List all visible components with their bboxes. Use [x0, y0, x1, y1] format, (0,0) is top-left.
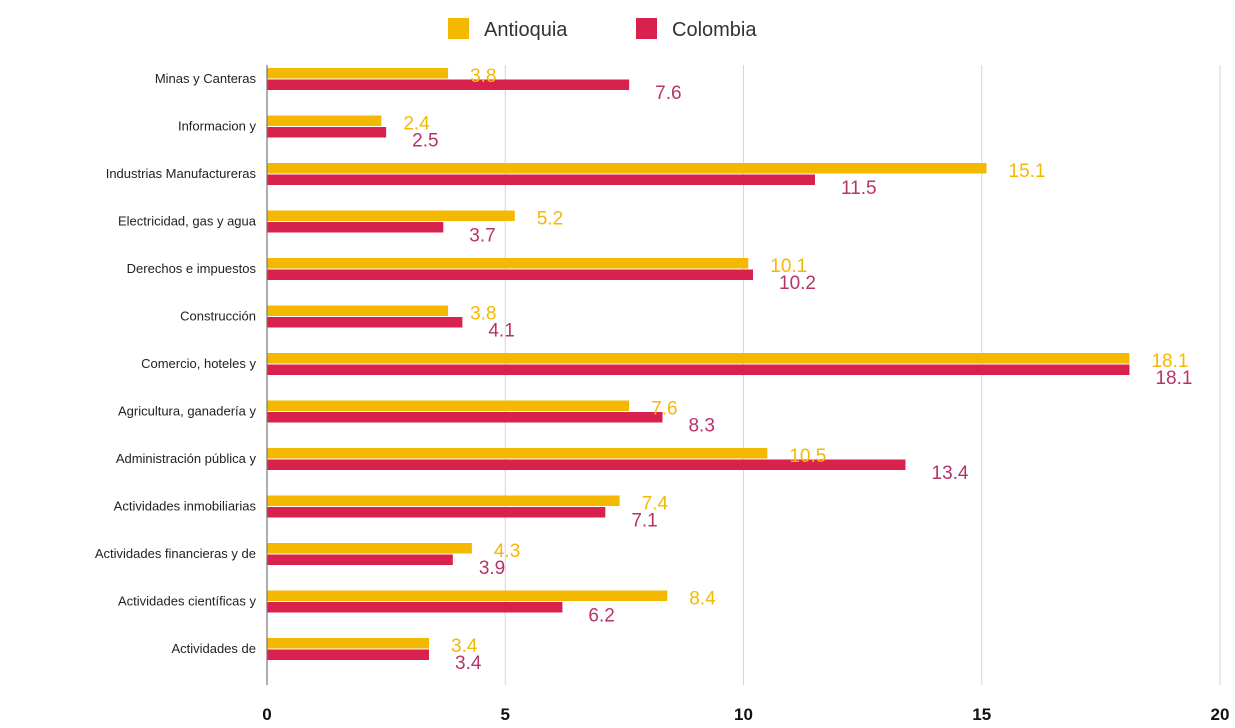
data-label-colombia-3: 3.7 [469, 226, 495, 247]
data-label-antioquia-11: 8.4 [689, 589, 716, 610]
data-label-antioquia-9: 7.4 [642, 494, 669, 515]
data-label-antioquia-4: 10.1 [770, 256, 807, 277]
data-labels: 3.87.62.42.515.111.55.23.710.110.23.84.1… [403, 66, 1192, 674]
bar-antioquia-5 [267, 305, 449, 316]
tick-label-0: 0 [262, 705, 271, 724]
bar-colombia-7 [267, 412, 663, 423]
category-label: Actividades inmobiliarias [114, 499, 257, 514]
data-label-antioquia-10: 4.3 [494, 541, 520, 562]
data-label-colombia-5: 4.1 [488, 321, 514, 342]
category-label: Agricultura, ganadería y [118, 404, 257, 419]
category-label: Administración pública y [116, 451, 257, 466]
tick-label-20: 20 [1211, 705, 1230, 724]
bar-colombia-0 [267, 79, 630, 90]
bar-colombia-11 [267, 602, 563, 613]
bar-antioquia-12 [267, 638, 430, 649]
tick-label-15: 15 [972, 705, 991, 724]
data-label-colombia-6: 18.1 [1155, 368, 1192, 389]
data-label-colombia-12: 3.4 [455, 653, 482, 674]
bar-antioquia-4 [267, 258, 749, 269]
legend: Antioquia Colombia [448, 18, 757, 41]
bar-antioquia-11 [267, 590, 668, 601]
category-label: Actividades de [171, 641, 256, 656]
data-label-antioquia-2: 15.1 [1009, 161, 1046, 182]
bar-colombia-8 [267, 459, 906, 470]
data-label-colombia-9: 7.1 [631, 511, 657, 532]
bar-antioquia-2 [267, 163, 987, 174]
bar-colombia-2 [267, 174, 815, 185]
category-label: Comercio, hoteles y [141, 356, 256, 371]
data-label-colombia-10: 3.9 [479, 558, 505, 579]
bar-colombia-1 [267, 127, 387, 138]
category-label: Actividades científicas y [118, 594, 257, 609]
category-labels: Minas y Canteras Informacion y Industrias … [95, 71, 257, 656]
data-label-colombia-4: 10.2 [779, 273, 816, 294]
data-label-antioquia-7: 7.6 [651, 399, 677, 420]
category-label: Minas y Canteras [155, 71, 257, 86]
bar-colombia-10 [267, 554, 453, 565]
category-label: Derechos e impuestos [127, 261, 257, 276]
data-label-colombia-11: 6.2 [588, 606, 614, 627]
bar-colombia-12 [267, 649, 430, 660]
data-label-colombia-0: 7.6 [655, 83, 681, 104]
data-label-colombia-7: 8.3 [688, 416, 714, 437]
legend-swatch-antioquia [448, 18, 469, 39]
bar-antioquia-0 [267, 68, 449, 79]
category-label: Actividades financieras y de [95, 546, 256, 561]
bar-antioquia-9 [267, 495, 620, 506]
bar-colombia-3 [267, 222, 444, 233]
bar-antioquia-10 [267, 543, 472, 554]
bar-colombia-5 [267, 317, 463, 328]
data-label-antioquia-12: 3.4 [451, 636, 478, 657]
category-label: Industrias Manufactureras [106, 166, 257, 181]
bar-antioquia-7 [267, 400, 630, 411]
bar-colombia-4 [267, 269, 754, 280]
data-label-colombia-8: 13.4 [932, 463, 969, 484]
tick-label-10: 10 [734, 705, 753, 724]
data-label-antioquia-1: 2.4 [403, 114, 430, 135]
data-label-antioquia-0: 3.8 [470, 66, 496, 87]
data-label-antioquia-5: 3.8 [470, 304, 496, 325]
tick-label-5: 5 [501, 705, 510, 724]
data-label-colombia-1: 2.5 [412, 131, 438, 152]
data-label-antioquia-8: 10.5 [789, 446, 826, 467]
bar-colombia-9 [267, 507, 606, 518]
bar-antioquia-8 [267, 448, 768, 459]
bars [267, 68, 1130, 660]
tick-labels: 0 5 10 15 20 [262, 705, 1229, 724]
bar-colombia-6 [267, 364, 1130, 375]
data-label-antioquia-3: 5.2 [537, 209, 563, 230]
legend-swatch-colombia [636, 18, 657, 39]
legend-label-antioquia: Antioquia [484, 19, 568, 41]
category-label: Electricidad, gas y agua [118, 214, 257, 229]
category-label: Informacion y [178, 119, 257, 134]
data-label-antioquia-6: 18.1 [1151, 351, 1188, 372]
bar-antioquia-1 [267, 115, 382, 126]
category-label: Construcción [180, 309, 256, 324]
bar-antioquia-6 [267, 353, 1130, 364]
data-label-colombia-2: 11.5 [841, 178, 877, 199]
legend-label-colombia: Colombia [672, 19, 757, 41]
bar-antioquia-3 [267, 210, 515, 221]
